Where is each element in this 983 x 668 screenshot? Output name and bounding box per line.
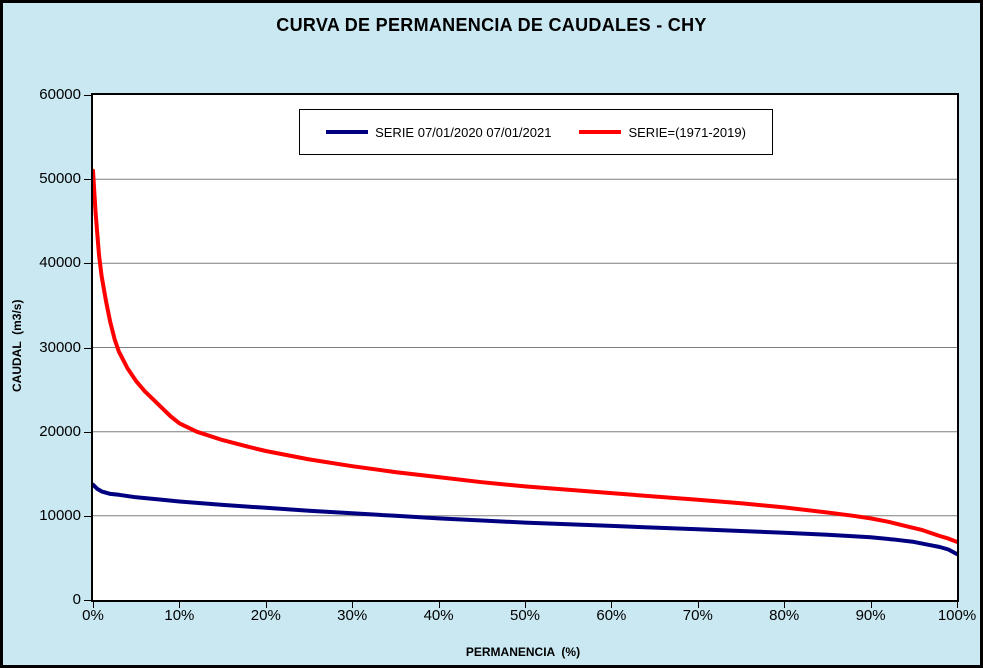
x-tick-label: 10% (164, 607, 195, 624)
y-tick-mark (84, 431, 91, 433)
x-tick-label: 60% (596, 607, 627, 624)
y-tick-label: 0 (72, 591, 81, 608)
x-tick-mark (784, 602, 786, 608)
x-tick-label: 80% (769, 607, 800, 624)
y-tick-mark (84, 347, 91, 349)
y-tick-label: 40000 (39, 254, 81, 272)
x-tick-label: 0% (82, 607, 104, 624)
x-tick-mark (611, 602, 613, 608)
legend-item-serie-1971-2019: SERIE=(1971-2019) (579, 124, 746, 140)
series-line-1 (93, 168, 957, 544)
legend: SERIE 07/01/2020 07/01/2021 SERIE=(1971-… (299, 109, 773, 155)
legend-line-red-icon (579, 130, 622, 134)
y-tick-label: 60000 (39, 86, 81, 103)
legend-line-blue-icon (326, 130, 369, 134)
x-axis-title: PERMANENCIA (%) (465, 645, 581, 659)
x-tick-label: 70% (682, 607, 713, 624)
chart-canvas (93, 168, 957, 557)
x-tick-label: 20% (250, 607, 281, 624)
x-tick-mark (870, 602, 872, 608)
x-tick-mark (697, 602, 699, 608)
x-tick-label: 30% (337, 607, 368, 624)
y-tick-label: 30000 (39, 338, 81, 356)
y-tick-mark (84, 95, 91, 96)
x-tick-label: 100% (937, 607, 977, 624)
chart-title: CURVA DE PERMANENCIA DE CAUDALES - CHY (276, 15, 707, 35)
x-tick-label: 40% (423, 607, 454, 624)
x-tick-mark (179, 602, 181, 608)
x-tick-mark (265, 602, 267, 608)
x-tick-label: 50% (509, 607, 541, 624)
x-tick-mark (957, 602, 958, 608)
y-tick-mark (84, 600, 91, 601)
plot-area (91, 93, 959, 602)
y-tick-label: 50000 (39, 170, 81, 188)
y-tick-mark (84, 179, 91, 181)
x-tick-mark (352, 602, 354, 608)
y-tick-mark (84, 263, 91, 265)
legend-item-serie-2020-2021: SERIE 07/01/2020 07/01/2021 (326, 125, 551, 140)
series-line-0 (93, 482, 957, 557)
y-tick-label: 20000 (39, 422, 81, 440)
x-tick-mark (525, 602, 526, 608)
y-tick-mark (84, 515, 91, 517)
x-tick-mark (93, 602, 94, 608)
legend-label-serie-1971-2019: SERIE=(1971-2019) (628, 124, 746, 140)
x-tick-mark (438, 602, 440, 608)
y-tick-label: 10000 (39, 506, 81, 524)
legend-label-serie-2020-2021: SERIE 07/01/2020 07/01/2021 (375, 124, 552, 140)
x-tick-label: 90% (855, 607, 886, 624)
